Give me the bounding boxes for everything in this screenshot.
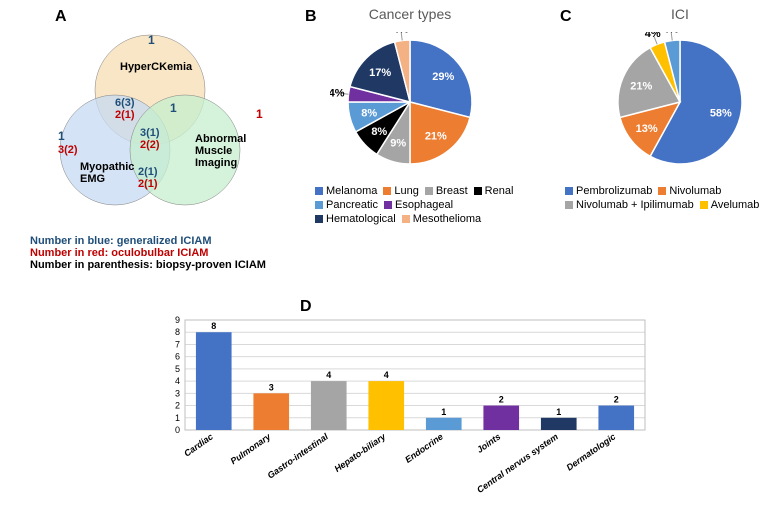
svg-text:2: 2 <box>614 395 619 405</box>
svg-text:Imaging: Imaging <box>195 157 237 169</box>
pie-b: 29%21%9%8%8%4%17%4% <box>330 32 490 187</box>
svg-text:Muscle: Muscle <box>195 145 232 157</box>
svg-text:4: 4 <box>175 376 180 386</box>
svg-text:9: 9 <box>175 315 180 325</box>
panel-b-label: B <box>305 8 317 26</box>
svg-text:6(3): 6(3) <box>115 97 135 109</box>
svg-text:2(2): 2(2) <box>140 139 160 151</box>
svg-text:2(1): 2(1) <box>115 109 135 121</box>
svg-text:Endocrine: Endocrine <box>403 431 445 464</box>
svg-text:17%: 17% <box>369 67 391 79</box>
svg-text:8: 8 <box>175 327 180 337</box>
svg-text:1: 1 <box>170 101 177 115</box>
svg-text:5: 5 <box>175 364 180 374</box>
svg-text:Dermatologic: Dermatologic <box>565 431 618 472</box>
pie-c-title: ICI <box>600 6 760 22</box>
svg-text:4%: 4% <box>330 88 345 100</box>
svg-text:3: 3 <box>269 382 274 392</box>
svg-text:Hepato-biliary: Hepato-biliary <box>332 431 388 474</box>
svg-text:4%: 4% <box>393 32 409 36</box>
svg-text:21%: 21% <box>425 130 447 142</box>
svg-text:9%: 9% <box>390 137 406 149</box>
svg-text:0: 0 <box>175 425 180 435</box>
pie-b-legend: MelanomaLungBreastRenalPancreaticEsophag… <box>315 185 535 227</box>
svg-text:3(2): 3(2) <box>58 144 78 156</box>
pie-c-legend: PembrolizumabNivolumabNivolumab + Ipilim… <box>565 185 775 213</box>
svg-text:58%: 58% <box>710 107 732 119</box>
svg-text:Pulmonary: Pulmonary <box>229 431 274 466</box>
svg-text:1: 1 <box>556 407 561 417</box>
svg-text:HyperCKemia: HyperCKemia <box>120 61 193 73</box>
svg-text:1: 1 <box>58 129 65 143</box>
svg-text:1: 1 <box>256 107 263 121</box>
pie-c: 58% 13% 21% 4%4% <box>600 32 760 187</box>
svg-text:6: 6 <box>175 352 180 362</box>
svg-text:1: 1 <box>175 413 180 423</box>
svg-text:8: 8 <box>211 321 216 331</box>
svg-text:21%: 21% <box>630 80 652 92</box>
svg-text:Myopathic: Myopathic <box>80 161 134 173</box>
svg-text:3: 3 <box>175 388 180 398</box>
svg-text:4%: 4% <box>663 32 679 36</box>
svg-text:13%: 13% <box>636 123 658 135</box>
panel-c-label: C <box>560 8 572 26</box>
svg-text:3(1): 3(1) <box>140 127 160 139</box>
svg-text:29%: 29% <box>432 71 454 83</box>
svg-text:4: 4 <box>326 370 331 380</box>
svg-text:Gastro-intestinal: Gastro-intestinal <box>266 431 331 480</box>
svg-text:2(1): 2(1) <box>138 178 158 190</box>
svg-text:2: 2 <box>499 395 504 405</box>
svg-text:4: 4 <box>384 370 389 380</box>
svg-text:7: 7 <box>175 339 180 349</box>
pie-b-title: Cancer types <box>330 6 490 22</box>
svg-text:2(1): 2(1) <box>138 166 158 178</box>
venn-legend: Number in blue: generalized ICIAMNumber … <box>30 235 290 271</box>
svg-text:EMG: EMG <box>80 173 105 185</box>
svg-text:8%: 8% <box>371 126 387 138</box>
svg-text:4%: 4% <box>645 32 661 40</box>
svg-text:1: 1 <box>148 33 155 47</box>
svg-text:Cardiac: Cardiac <box>182 431 215 458</box>
bar-chart: 0 1 2 3 4 5 6 7 8 9 8 Cardiac 3 Pulmonary 4 Gastro-inte… <box>155 310 655 500</box>
svg-text:8%: 8% <box>361 107 377 119</box>
svg-text:2: 2 <box>175 401 180 411</box>
svg-text:1: 1 <box>441 407 446 417</box>
svg-text:Abnormal: Abnormal <box>195 133 246 145</box>
svg-text:Joints: Joints <box>475 431 502 454</box>
